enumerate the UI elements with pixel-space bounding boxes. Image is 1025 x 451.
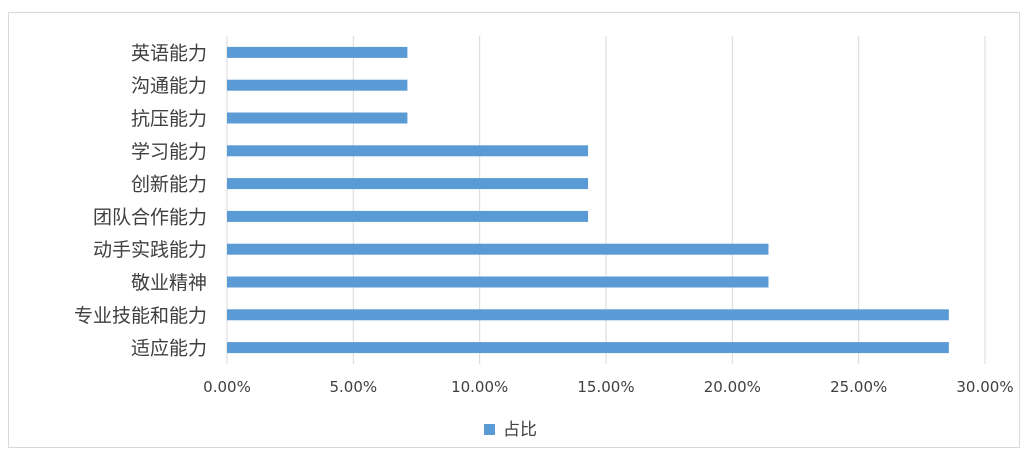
category-labels: 英语能力沟通能力抗压能力学习能力创新能力团队合作能力动手实践能力敬业精神专业技能… [74, 42, 207, 359]
bar [227, 309, 949, 321]
legend-label: 占比 [503, 420, 537, 440]
category-label: 学习能力 [131, 141, 207, 163]
bars [227, 46, 949, 354]
bar [227, 145, 589, 157]
x-tick-label: 10.00% [451, 378, 508, 396]
chart-frame [8, 12, 1020, 448]
category-label: 动手实践能力 [93, 239, 207, 261]
bar [227, 46, 408, 58]
category-label: 沟通能力 [131, 75, 207, 97]
bar [227, 178, 589, 190]
bar [227, 342, 949, 354]
bar [227, 276, 769, 288]
category-label: 适应能力 [131, 338, 207, 360]
x-tick-label: 20.00% [704, 378, 761, 396]
x-tick-label: 0.00% [203, 378, 251, 396]
legend: 占比 [484, 420, 537, 440]
x-tick-label: 5.00% [330, 378, 378, 396]
bar [227, 112, 408, 124]
category-label: 敬业精神 [131, 272, 207, 294]
x-tick-labels: 0.00% 5.00% 10.00% 15.00% 20.00% 25.00% 30.00% [203, 378, 1013, 396]
category-label: 团队合作能力 [93, 206, 207, 228]
category-label: 创新能力 [131, 174, 207, 196]
bar [227, 243, 769, 255]
category-label: 抗压能力 [131, 108, 207, 130]
legend-swatch [484, 424, 495, 435]
bar [227, 79, 408, 91]
x-tick-label: 15.00% [577, 378, 634, 396]
x-tick-label: 30.00% [956, 378, 1013, 396]
bar [227, 210, 589, 222]
x-tick-label: 25.00% [830, 378, 887, 396]
category-label: 专业技能和能力 [74, 305, 207, 327]
category-label: 英语能力 [131, 42, 207, 64]
